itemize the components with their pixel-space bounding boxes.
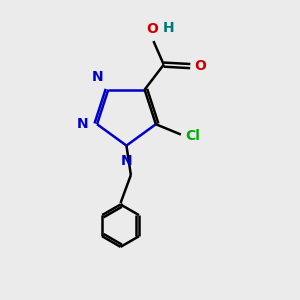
Text: H: H — [163, 21, 175, 34]
Text: O: O — [146, 22, 158, 36]
Text: O: O — [195, 59, 206, 73]
Text: Cl: Cl — [185, 129, 200, 143]
Text: N: N — [121, 154, 132, 168]
Text: N: N — [91, 70, 103, 84]
Text: N: N — [77, 117, 89, 131]
